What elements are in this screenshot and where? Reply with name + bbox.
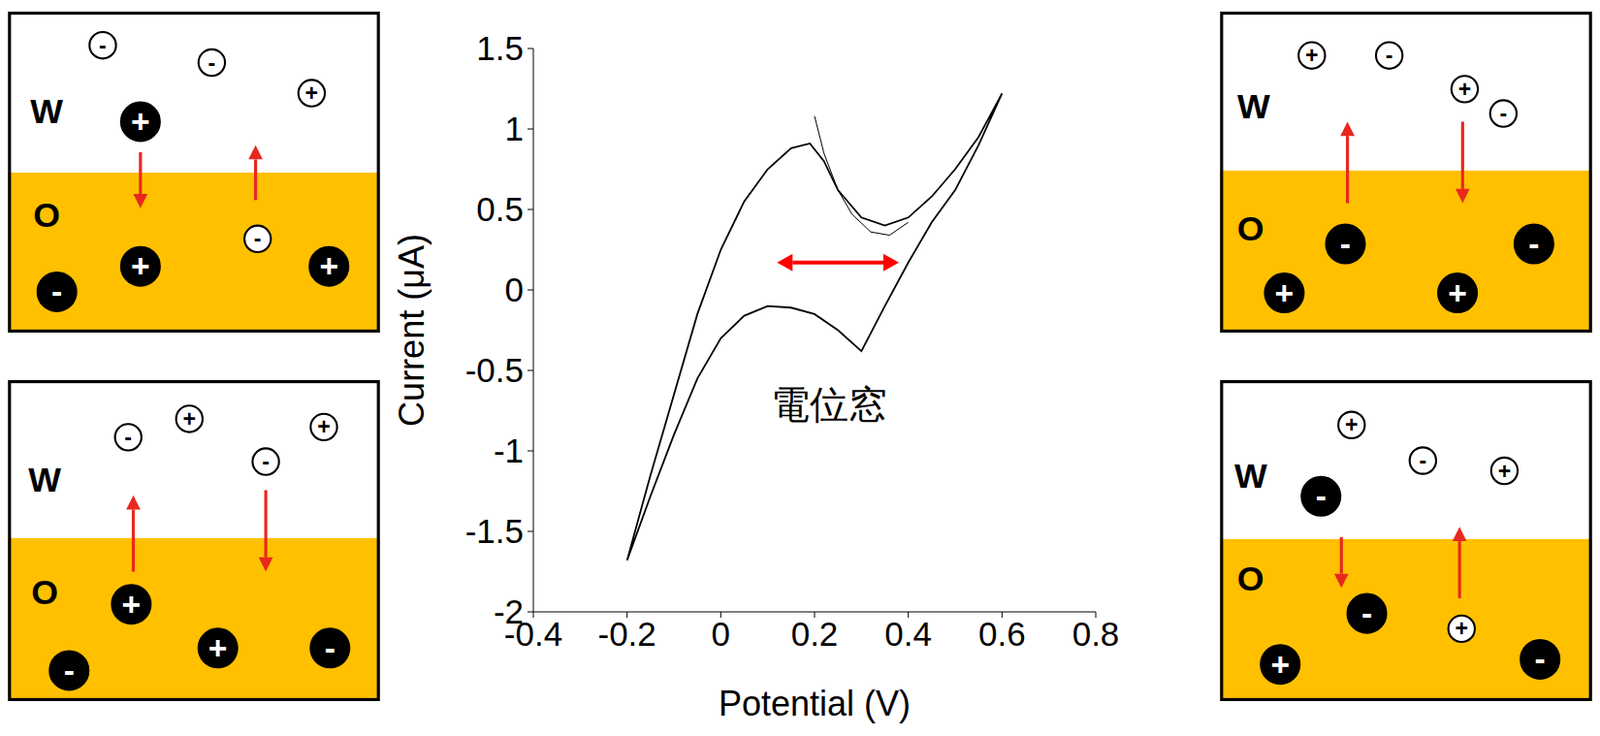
svg-text:-: - xyxy=(254,225,262,252)
svg-text:-1.5: -1.5 xyxy=(465,512,524,550)
svg-text:Potential (V): Potential (V) xyxy=(718,683,911,724)
svg-text:-: - xyxy=(324,630,336,667)
svg-text:-: - xyxy=(98,32,107,59)
svg-text:+: + xyxy=(1458,76,1472,102)
svg-text:-0.5: -0.5 xyxy=(465,351,524,389)
svg-text:-: - xyxy=(51,273,63,310)
svg-text:電位窓: 電位窓 xyxy=(770,383,888,426)
svg-text:+: + xyxy=(183,406,197,432)
svg-text:O: O xyxy=(1237,209,1265,249)
svg-text:O: O xyxy=(32,195,61,235)
svg-text:-1: -1 xyxy=(493,431,524,470)
svg-text:O: O xyxy=(1237,559,1265,599)
svg-text:+: + xyxy=(130,248,151,285)
svg-text:+: + xyxy=(319,248,339,285)
svg-text:1.5: 1.5 xyxy=(476,29,524,67)
svg-text:-: - xyxy=(1385,42,1394,68)
svg-text:0.8: 0.8 xyxy=(1072,614,1120,653)
svg-text:0.6: 0.6 xyxy=(978,614,1026,653)
svg-text:-: - xyxy=(124,424,132,450)
svg-text:W: W xyxy=(30,92,64,131)
svg-text:+: + xyxy=(122,586,142,623)
svg-text:O: O xyxy=(31,573,59,612)
svg-text:-: - xyxy=(1499,100,1507,127)
svg-text:+: + xyxy=(1447,275,1468,312)
svg-text:-: - xyxy=(208,50,217,76)
svg-text:-0.2: -0.2 xyxy=(598,614,657,653)
svg-text:+: + xyxy=(1305,42,1319,68)
svg-text:+: + xyxy=(1275,275,1295,312)
svg-text:0.4: 0.4 xyxy=(884,614,932,653)
svg-text:+: + xyxy=(130,103,151,140)
svg-text:0.5: 0.5 xyxy=(476,190,524,228)
svg-text:-2: -2 xyxy=(493,592,524,631)
svg-text:-: - xyxy=(64,652,75,689)
svg-text:-: - xyxy=(1528,225,1539,262)
svg-text:-: - xyxy=(1361,595,1373,632)
svg-text:0: 0 xyxy=(711,614,731,653)
svg-text:+: + xyxy=(305,80,320,106)
svg-text:+: + xyxy=(1498,458,1512,484)
svg-text:-: - xyxy=(261,448,270,475)
svg-text:-: - xyxy=(1535,640,1546,677)
svg-text:-: - xyxy=(1418,448,1427,474)
svg-text:+: + xyxy=(317,414,331,440)
svg-text:Current (μA): Current (μA) xyxy=(391,233,432,427)
svg-text:+: + xyxy=(1344,412,1359,438)
svg-text:W: W xyxy=(28,460,62,500)
svg-text:W: W xyxy=(1234,456,1268,496)
svg-text:1: 1 xyxy=(505,109,524,148)
svg-text:+: + xyxy=(1270,646,1290,683)
svg-text:0: 0 xyxy=(505,270,524,309)
svg-text:+: + xyxy=(1455,615,1470,641)
svg-text:+: + xyxy=(208,630,228,667)
svg-text:0.2: 0.2 xyxy=(791,614,839,653)
svg-text:-: - xyxy=(1340,225,1351,262)
svg-text:-: - xyxy=(1315,478,1327,514)
svg-text:-0.4: -0.4 xyxy=(504,614,563,653)
svg-text:W: W xyxy=(1237,87,1271,127)
